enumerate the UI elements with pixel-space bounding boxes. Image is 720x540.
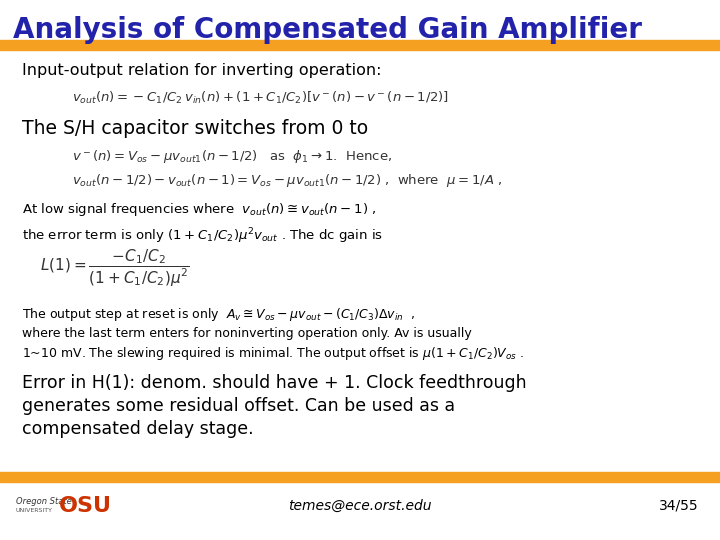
Text: UNIVERSITY: UNIVERSITY [16, 508, 53, 513]
Text: At low signal frequencies where  $v_{out}(n) \cong v_{out}(n-1)$ ,: At low signal frequencies where $v_{out}… [22, 201, 376, 218]
Text: temes@ece.orst.edu: temes@ece.orst.edu [288, 499, 432, 513]
Text: 1~10 mV. The slewing required is minimal. The output offset is $\mu(1+C_1/C_2)V_: 1~10 mV. The slewing required is minimal… [22, 345, 524, 362]
Bar [0, 40, 720, 50]
Text: Oregon State: Oregon State [16, 497, 71, 505]
Text: The S/H capacitor switches from 0 to: The S/H capacitor switches from 0 to [22, 119, 368, 138]
Bar [0, 472, 720, 482]
Text: Analysis of Compensated Gain Amplifier: Analysis of Compensated Gain Amplifier [13, 16, 642, 44]
Text: $L(1) = \dfrac{-C_1/C_2}{(1+C_1/C_2)\mu^2}$: $L(1) = \dfrac{-C_1/C_2}{(1+C_1/C_2)\mu^… [40, 248, 189, 289]
Text: the error term is only $(1+C_1/C_2)\mu^2 v_{out}$ . The dc gain is: the error term is only $(1+C_1/C_2)\mu^2… [22, 226, 382, 246]
Text: $v_{out}(n) = -C_1/C_2\,v_{in}(n) + (1+C_1/C_2)[v^-(n) - v^-(n-1/2)]$: $v_{out}(n) = -C_1/C_2\,v_{in}(n) + (1+C… [72, 90, 449, 106]
Text: Input-output relation for inverting operation:: Input-output relation for inverting oper… [22, 63, 381, 78]
Text: $v^-(n) = V_{os} - \mu v_{out1}(n-1/2)$   as  $\phi_1 \rightarrow 1$.  Hence,: $v^-(n) = V_{os} - \mu v_{out1}(n-1/2)$ … [72, 148, 392, 165]
Text: OSU: OSU [59, 496, 112, 516]
Text: $v_{out}(n-1/2) - v_{out}(n-1) = V_{os} - \mu v_{out1}(n-1/2)$ ,  where  $\mu = : $v_{out}(n-1/2) - v_{out}(n-1) = V_{os} … [72, 172, 503, 190]
Text: generates some residual offset. Can be used as a: generates some residual offset. Can be u… [22, 397, 455, 415]
Text: 34/55: 34/55 [659, 499, 698, 513]
Text: Error in H(1): denom. should have + 1. Clock feedthrough: Error in H(1): denom. should have + 1. C… [22, 374, 526, 393]
Text: where the last term enters for noninverting operation only. Av is usually: where the last term enters for noninvert… [22, 327, 472, 340]
Text: compensated delay stage.: compensated delay stage. [22, 420, 253, 438]
Text: The output step at reset is only  $A_v \cong V_{os} - \mu v_{out} - (C_1/C_3)\De: The output step at reset is only $A_v \c… [22, 306, 415, 323]
